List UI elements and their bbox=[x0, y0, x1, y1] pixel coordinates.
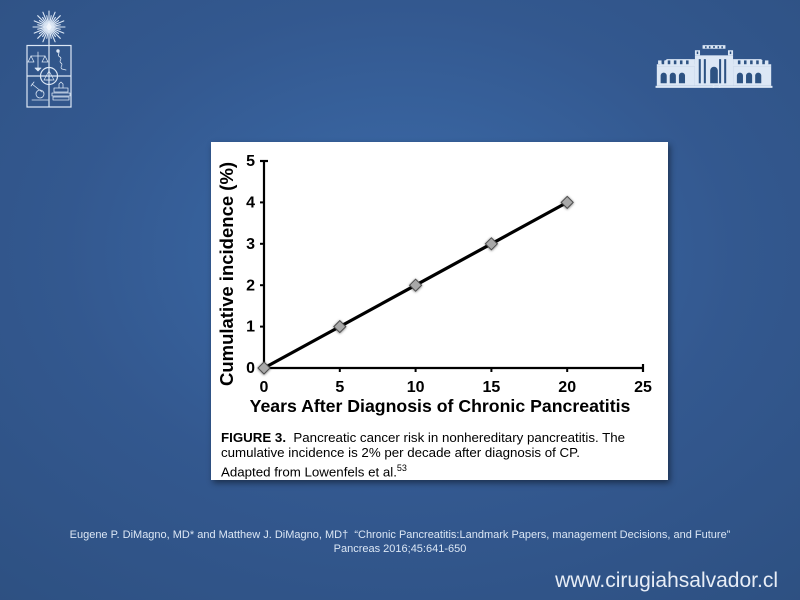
svg-text:15: 15 bbox=[483, 379, 501, 396]
svg-text:Years After Diagnosis of Chron: Years After Diagnosis of Chronic Pancrea… bbox=[250, 396, 631, 416]
svg-text:1: 1 bbox=[246, 319, 255, 336]
svg-text:2: 2 bbox=[246, 277, 255, 294]
svg-text:4: 4 bbox=[246, 195, 255, 212]
svg-text:3: 3 bbox=[246, 236, 255, 253]
svg-text:0: 0 bbox=[260, 379, 269, 396]
svg-text:20: 20 bbox=[558, 379, 576, 396]
svg-text:25: 25 bbox=[634, 379, 652, 396]
svg-text:5: 5 bbox=[335, 379, 344, 396]
svg-text:Cumulative incidence (%): Cumulative incidence (%) bbox=[216, 162, 237, 386]
svg-text:10: 10 bbox=[407, 379, 425, 396]
svg-text:0: 0 bbox=[246, 360, 255, 377]
svg-text:5: 5 bbox=[246, 153, 255, 170]
